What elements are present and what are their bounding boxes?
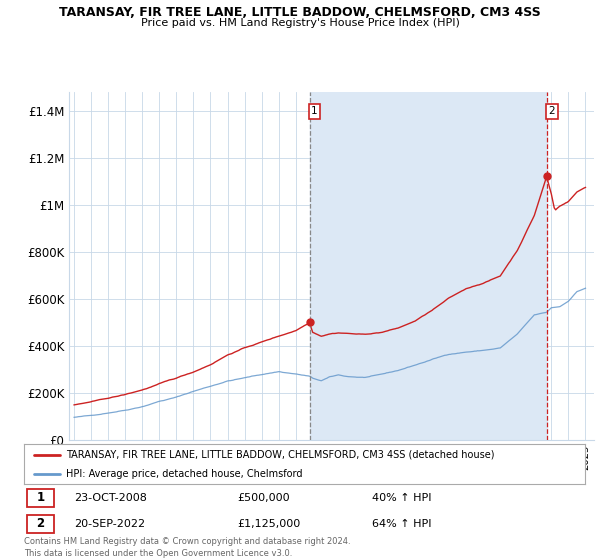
Text: This data is licensed under the Open Government Licence v3.0.: This data is licensed under the Open Gov…: [24, 549, 292, 558]
Text: Price paid vs. HM Land Registry's House Price Index (HPI): Price paid vs. HM Land Registry's House …: [140, 18, 460, 28]
Text: 1: 1: [36, 491, 44, 505]
Text: 1: 1: [311, 106, 318, 116]
Text: £1,125,000: £1,125,000: [237, 519, 301, 529]
Text: HPI: Average price, detached house, Chelmsford: HPI: Average price, detached house, Chel…: [66, 469, 302, 478]
Text: 64% ↑ HPI: 64% ↑ HPI: [372, 519, 431, 529]
Text: £500,000: £500,000: [237, 493, 290, 503]
Text: 2: 2: [36, 517, 44, 530]
Text: TARANSAY, FIR TREE LANE, LITTLE BADDOW, CHELMSFORD, CM3 4SS: TARANSAY, FIR TREE LANE, LITTLE BADDOW, …: [59, 6, 541, 18]
Text: Contains HM Land Registry data © Crown copyright and database right 2024.: Contains HM Land Registry data © Crown c…: [24, 537, 350, 546]
Text: TARANSAY, FIR TREE LANE, LITTLE BADDOW, CHELMSFORD, CM3 4SS (detached house): TARANSAY, FIR TREE LANE, LITTLE BADDOW, …: [66, 450, 494, 460]
FancyBboxPatch shape: [27, 489, 54, 507]
Bar: [310, 92, 547, 440]
Text: 23-OCT-2008: 23-OCT-2008: [74, 493, 148, 503]
Text: 2: 2: [548, 106, 555, 116]
FancyBboxPatch shape: [27, 515, 54, 533]
Text: 20-SEP-2022: 20-SEP-2022: [74, 519, 146, 529]
Text: 40% ↑ HPI: 40% ↑ HPI: [372, 493, 431, 503]
